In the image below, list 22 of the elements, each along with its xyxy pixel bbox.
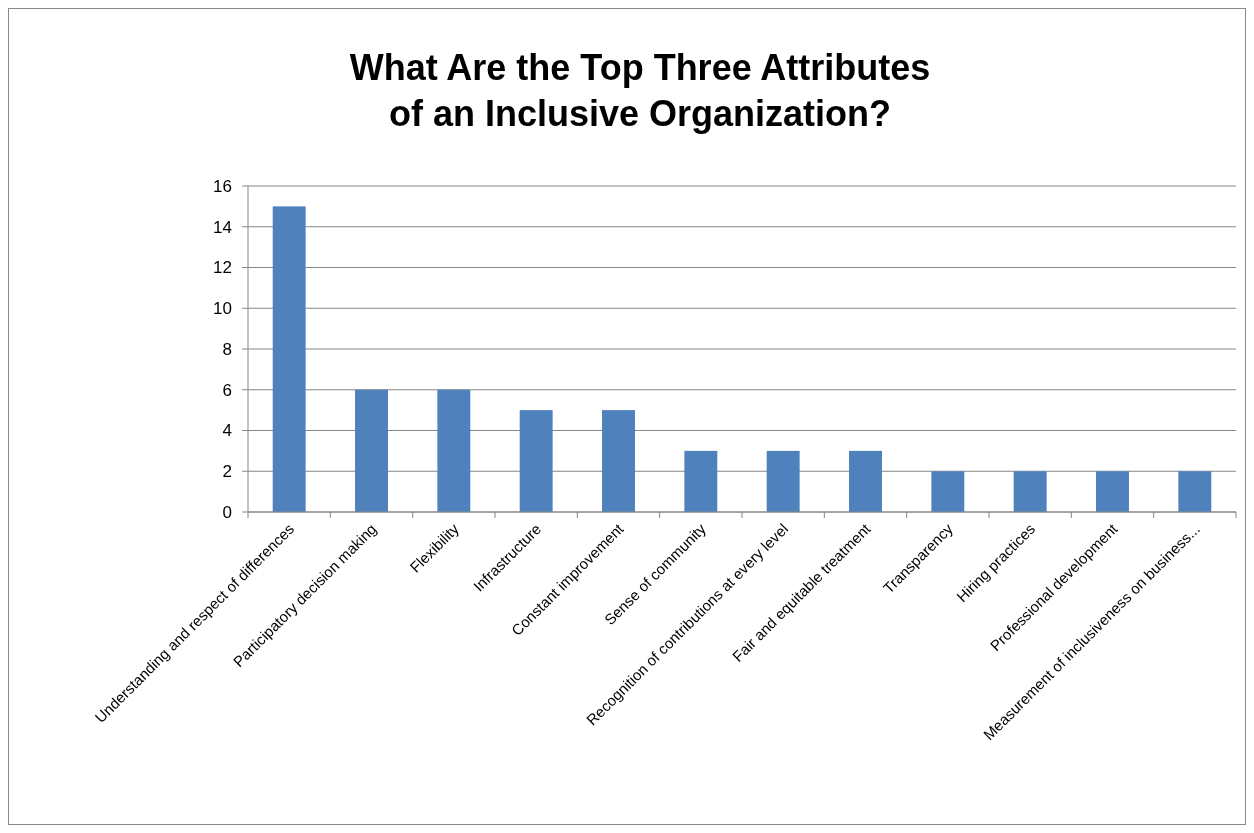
bar [519,410,553,512]
bar [849,450,882,512]
bar [602,410,635,512]
y-tick-label: 2 [222,462,232,482]
y-tick-label: 10 [213,299,232,319]
y-tick-label: 0 [222,502,232,522]
bar [684,450,718,512]
bar [272,206,306,512]
chart-title: What Are the Top Three Attributes of an Inclusive Organization? [349,47,931,134]
bar [437,389,471,512]
y-tick-label: 4 [222,421,232,441]
bar [1096,471,1129,512]
y-tick-label: 8 [222,339,232,359]
y-tick-label: 14 [213,217,232,237]
bar [766,450,800,512]
y-tick-label: 16 [213,176,232,196]
bar [355,389,388,512]
bar [1013,471,1047,512]
y-tick-label: 6 [222,380,232,400]
y-tick-label: 12 [213,258,232,278]
bar [931,471,965,512]
bar [1178,471,1212,512]
